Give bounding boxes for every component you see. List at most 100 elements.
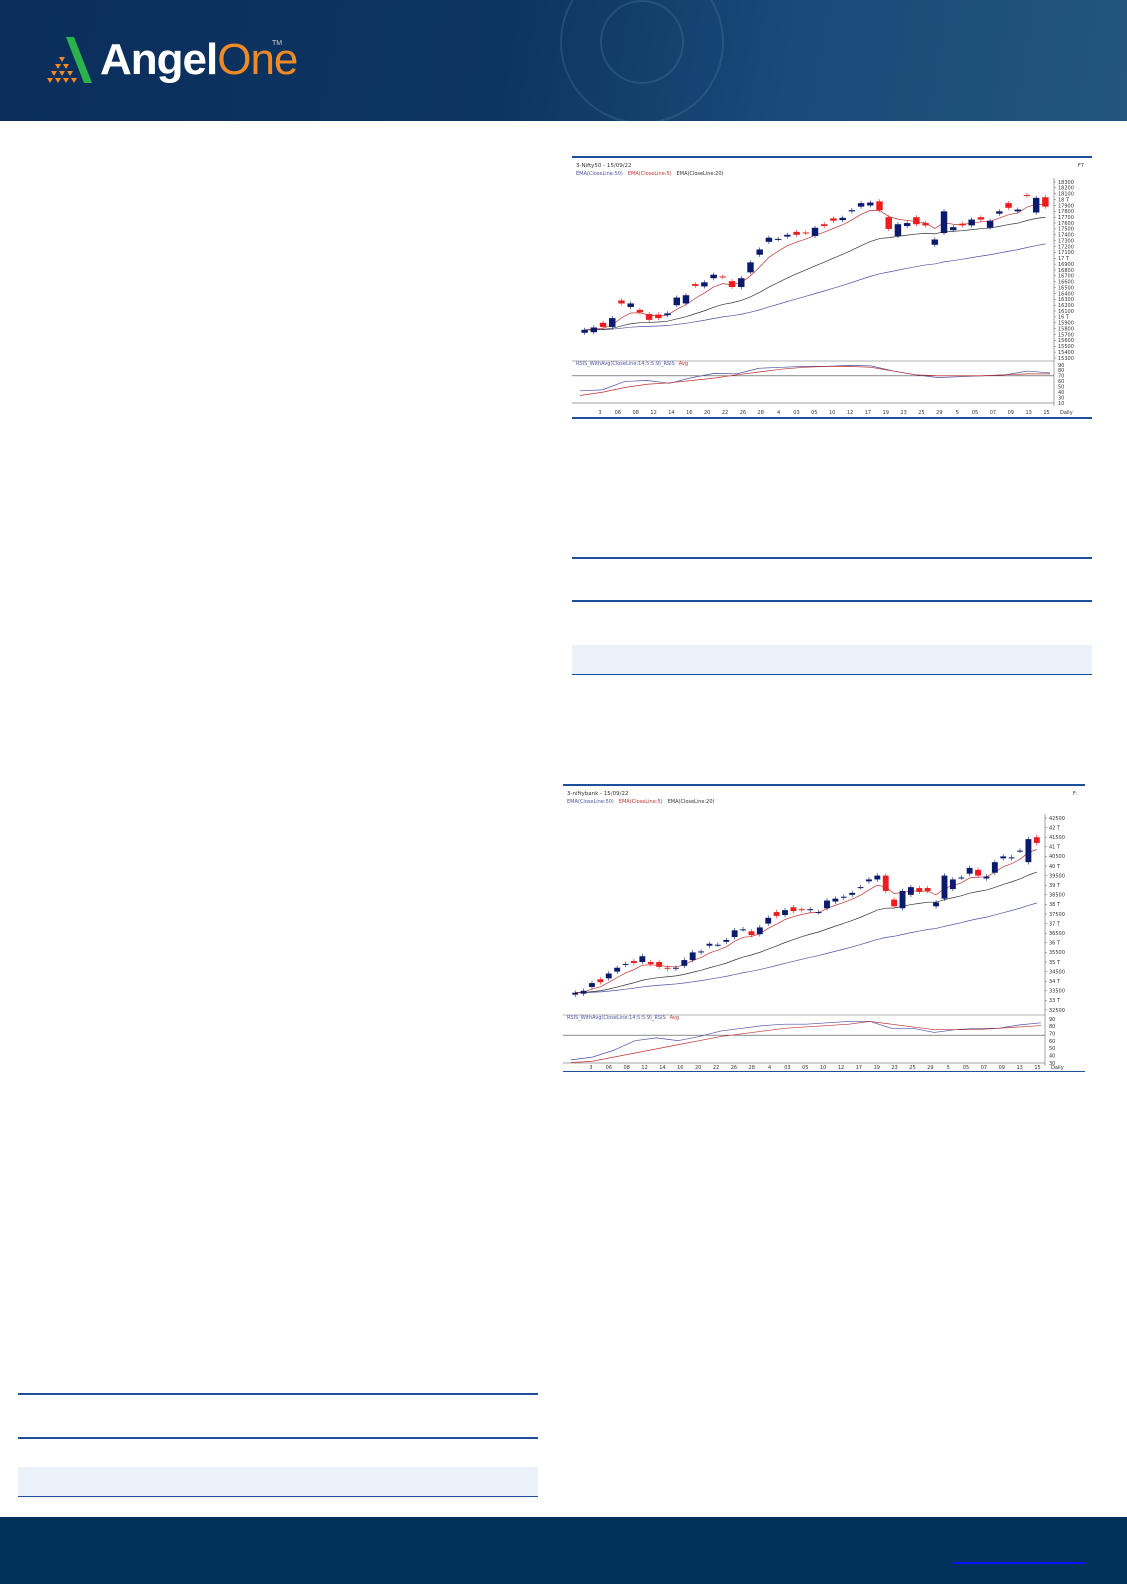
indicator-tick-label: 60 (1058, 379, 1064, 385)
y-tick-label: 42500 (1049, 816, 1065, 822)
y-tick-label: 17100 (1058, 250, 1074, 256)
x-tick-label: 3 (598, 410, 601, 416)
y-tick-label: 16300 (1058, 297, 1074, 303)
x-tick-label: 03 (793, 410, 799, 416)
candle-up (1025, 839, 1032, 863)
chart-title: 3-niftybank - 15/09/22 (567, 791, 628, 797)
y-tick-label: 17700 (1058, 215, 1074, 221)
candle-up (673, 297, 680, 306)
indicator-tick-label: 90 (1049, 1017, 1055, 1023)
candle-up (857, 203, 865, 207)
candle-up (968, 219, 975, 226)
x-tick-label: 19 (874, 1065, 880, 1071)
x-tick-label: 05 (811, 410, 817, 416)
candle-down (728, 281, 736, 288)
y-tick-label: 35500 (1049, 950, 1065, 956)
candle-up (807, 909, 814, 911)
candle-up (580, 990, 587, 994)
y-tick-label: 39500 (1049, 873, 1065, 879)
y-tick-label: 33 T (1049, 998, 1061, 1004)
candle-down (793, 231, 800, 235)
candle-up (756, 249, 763, 255)
ema-5-line (575, 849, 1037, 994)
header-banner: AngelOne TM (0, 0, 1127, 121)
candle-up (811, 227, 819, 236)
period-label: Daily (1051, 1065, 1064, 1071)
y-tick-label: 18100 (1058, 192, 1074, 198)
brand-secondary: One (217, 35, 298, 84)
y-tick-label: 16900 (1058, 262, 1074, 268)
indicator-avg-line (570, 1021, 1042, 1063)
candle-down (655, 314, 662, 319)
x-tick-label: 3 (589, 1065, 592, 1071)
candle-up (933, 902, 940, 907)
candle-down (636, 309, 644, 313)
table-header-border (18, 1437, 538, 1439)
y-tick-label: 18 T (1058, 197, 1070, 203)
candle-down (1023, 194, 1031, 196)
y-tick-label: 40 T (1049, 864, 1061, 870)
candle-up (1014, 209, 1021, 212)
candle-down (1042, 197, 1049, 207)
x-tick-label: 5 (947, 1065, 950, 1071)
candle-down (599, 322, 607, 327)
x-tick-label: 03 (784, 1065, 790, 1071)
candle-down (748, 931, 755, 936)
x-tick-label: 4 (768, 1065, 771, 1071)
candle-down (876, 201, 883, 211)
candle-up (903, 223, 911, 226)
ema-20-line (584, 216, 1046, 331)
y-tick-label: 17 T (1058, 256, 1070, 262)
y-tick-label: 16800 (1058, 268, 1074, 274)
x-tick-label: 05 (802, 1065, 808, 1071)
legend-entry: EMA(CloseLine:50) (567, 799, 614, 805)
x-tick-label: 25 (918, 410, 924, 416)
y-tick-label: 36500 (1049, 931, 1065, 937)
x-tick-label: 19 (883, 410, 889, 416)
candle-up (698, 951, 705, 953)
candle-up (840, 896, 847, 898)
indicator-tick-label: 90 (1058, 363, 1064, 369)
candle-up (899, 890, 906, 909)
nifty-chart-svg: 3-Nifty50 - 15/09/22 EMA(CloseLine:50) EMA… (572, 163, 1084, 416)
y-tick-label: 15800 (1058, 326, 1074, 332)
candle-up (824, 900, 830, 909)
footer-link[interactable] (953, 1562, 1085, 1564)
y-tick-label: 38500 (1049, 893, 1065, 899)
candle-up (966, 867, 973, 874)
x-tick-label: 06 (606, 1065, 612, 1071)
banknifty-chart: 3-niftybank - 15/09/22 EMA(CloseLine:50) E… (563, 786, 1085, 1071)
table-header-border (572, 600, 1092, 602)
ema-50-line (584, 243, 1046, 331)
candle-up (996, 211, 1003, 214)
logo-triangle-icon (47, 37, 92, 83)
candle-up (639, 956, 646, 962)
y-tick-label: 17600 (1058, 221, 1074, 227)
indicator-tick-label: 50 (1049, 1046, 1055, 1052)
candle-up (627, 303, 634, 307)
indicator-label: RSIS_WithAvg(CloseLine:14:5:5:9)_RSIS (576, 361, 675, 367)
y-tick-label: 40500 (1049, 854, 1065, 860)
candle-up (710, 274, 717, 279)
candle-up (839, 217, 846, 221)
indicator-avg-label: Avg (679, 361, 688, 367)
x-tick-label: 23 (900, 410, 906, 416)
candle-up (940, 211, 948, 234)
candle-up (605, 973, 612, 979)
y-tick-label: 34500 (1049, 969, 1065, 975)
nifty-chart: 3-Nifty50 - 15/09/22 EMA(CloseLine:50) EMA… (572, 158, 1092, 418)
indicator-label: RSIS_WithAvg(CloseLine:14:5:5:9)_RSIS (567, 1015, 666, 1021)
candle-up (701, 282, 708, 287)
candle-up (832, 898, 839, 902)
candle-up (857, 887, 864, 889)
candle-down (773, 912, 780, 916)
x-tick-label: 13 (1025, 410, 1031, 416)
candle-up (747, 262, 754, 273)
candle-down (891, 899, 898, 907)
candle-down (802, 232, 810, 234)
candle-down (959, 223, 966, 226)
candle-up (866, 879, 872, 882)
candle-up (723, 939, 730, 942)
candle-up (907, 887, 914, 895)
x-tick-label: 4 (777, 410, 780, 416)
